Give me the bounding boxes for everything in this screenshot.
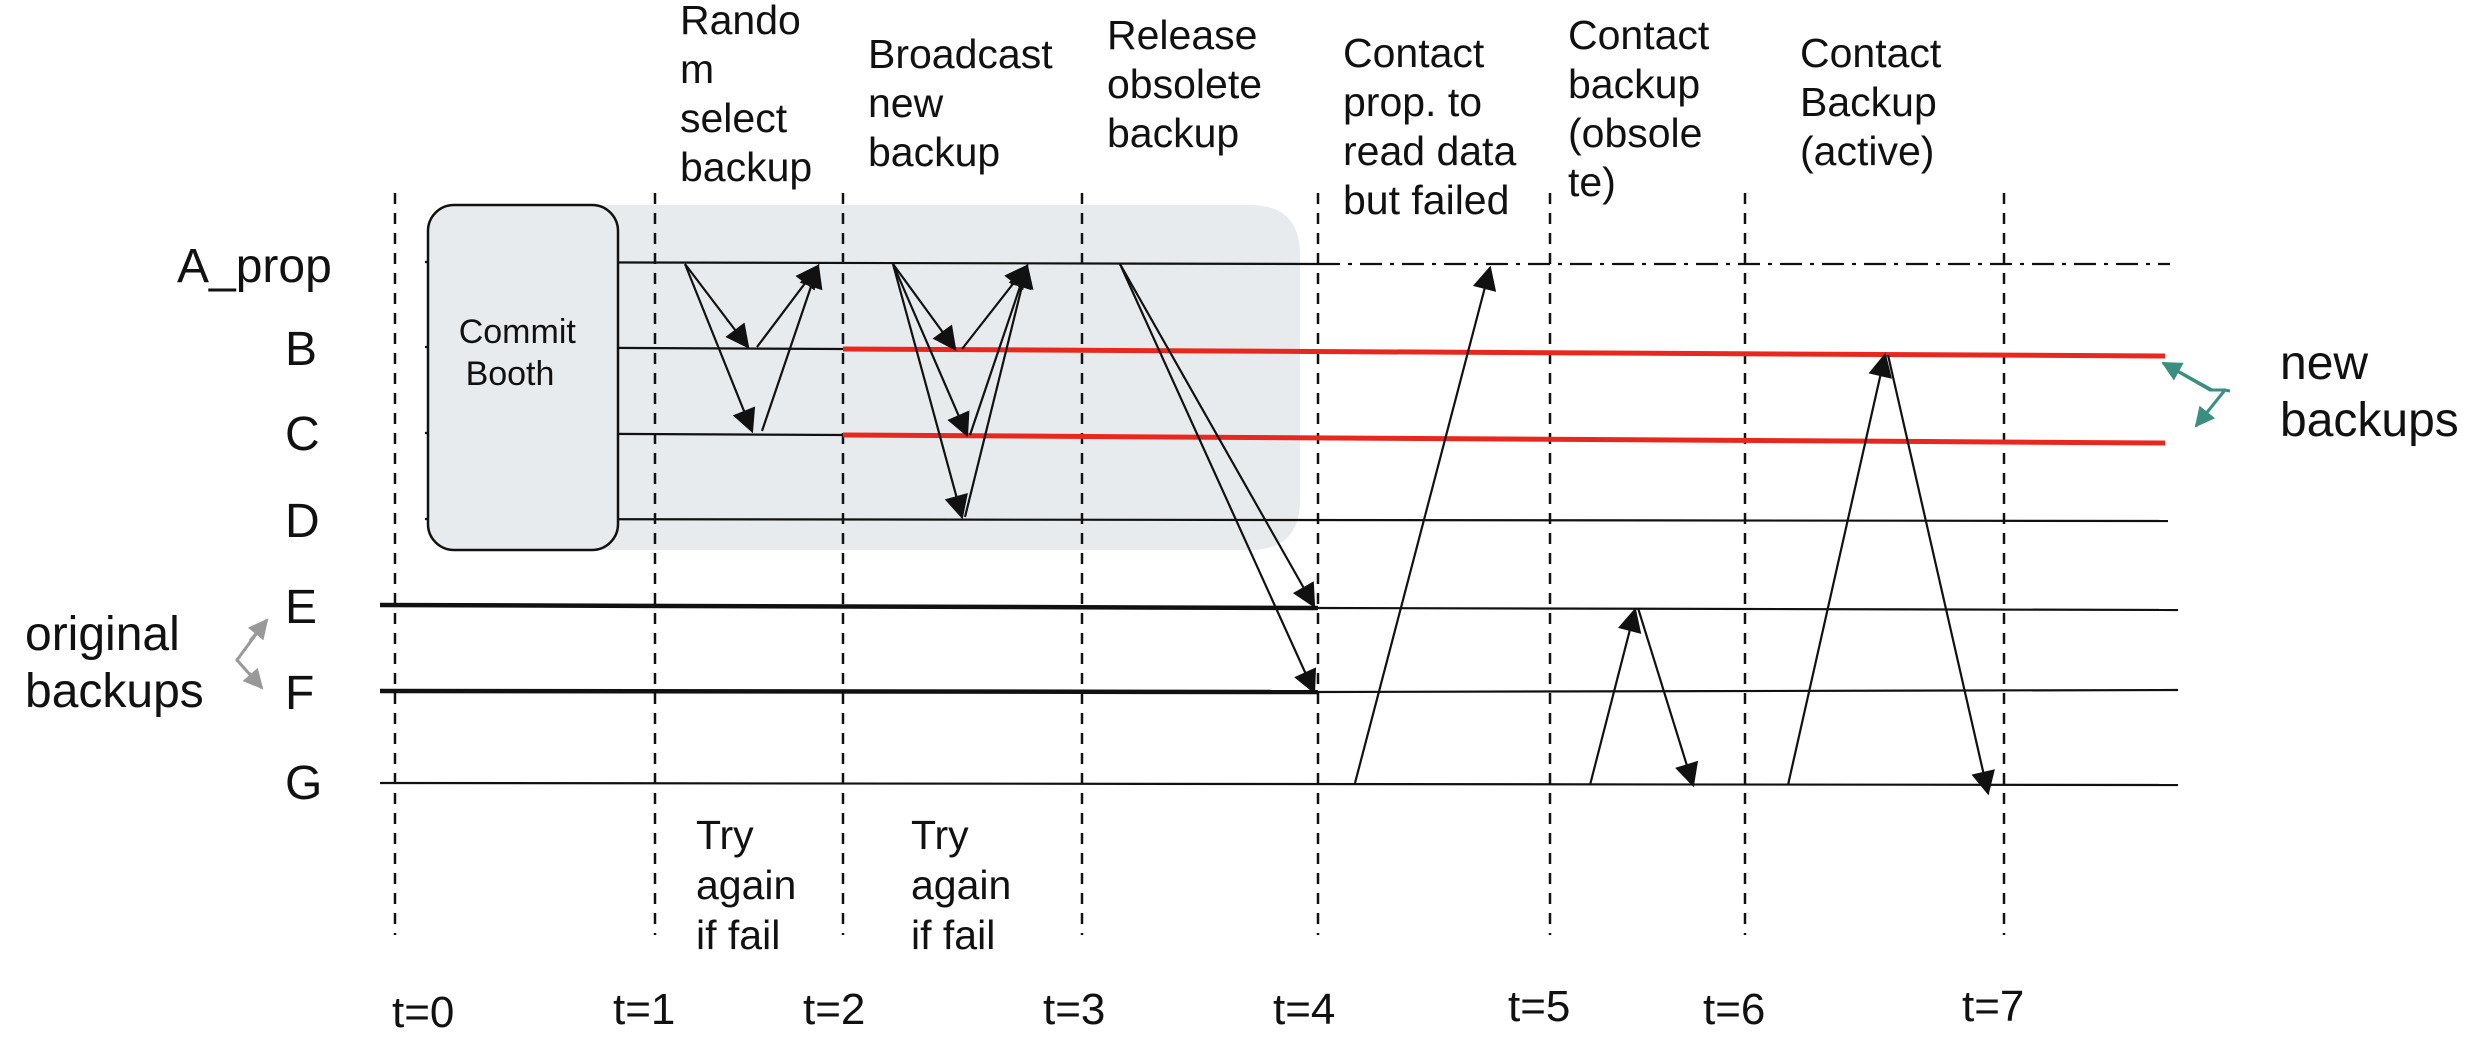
legend-original-backups: original backups [25,608,269,718]
legend-original-line-1: original [25,608,180,661]
msg-a-to-c-2 [891,263,970,438]
phase-5-line-4: te) [1568,159,1616,205]
retry-note-2: Try again if fail [911,812,1023,958]
node-label-d: D [285,495,320,548]
time-label-t0: t=0 [392,988,454,1037]
msg-a-to-d-2 [891,263,968,520]
phase-5-line-1: Contact [1568,12,1710,58]
time-label-t6: t=6 [1703,985,1765,1034]
commit-booth-line-2: Booth [466,355,555,393]
legend-original-line-2: backups [25,665,204,718]
msg-c-to-a-2 [968,263,1032,436]
phase-3-line-3: backup [1107,110,1239,156]
timeline-d [424,517,2169,523]
msg-c-to-a-1 [760,263,823,432]
msg-d-to-a-2 [963,263,1034,518]
commit-booth-label: Commit Booth [459,313,586,393]
phase-6-line-2: Backup [1800,79,1937,125]
retry-2-line-3: if fail [911,912,995,958]
time-label-t4: t=4 [1273,985,1335,1034]
phase-1-line-2: m [680,46,714,92]
msg-g-to-a-failed [1353,265,1497,784]
phase-label-random-select: Rando m select backup [680,0,812,190]
time-label-t2: t=2 [803,985,865,1034]
phase-1-line-4: backup [680,144,812,190]
legend-new-line-2: backups [2280,394,2459,447]
timeline-b-new-backup [842,346,2166,359]
msg-a-to-e-release [1119,263,1316,609]
message-arrows [683,263,1995,796]
phase-5-line-2: backup [1568,61,1700,107]
phase-label-release: Release obsolete backup [1107,12,1273,156]
retry-notes: Try again if fail Try again if fail [696,812,1023,958]
msg-a-to-b-1 [684,263,750,349]
legend-new-arrow-up-icon [2161,361,2213,392]
phase-5-line-3: (obsole [1568,110,1702,156]
msg-g-to-e [1588,607,1642,786]
phase-4-line-2: prop. to [1343,79,1482,125]
phase-2-line-3: backup [868,129,1000,175]
msg-a-to-b-2 [892,263,957,351]
phase-6-line-1: Contact [1800,30,1942,76]
timeline-f [1317,688,2179,694]
node-label-f: F [285,667,314,720]
legend-original-label: original backups [25,608,204,718]
commit-booth-box [426,203,620,552]
timeline-c-new-backup [842,432,2166,446]
phase-2-line-1: Broadcast [868,31,1053,77]
phase-1-line-3: select [680,95,788,141]
legend-new-backups: new backups [2161,337,2459,447]
timeline-g [379,781,2179,787]
phase-4-line-4: but failed [1343,177,1509,223]
time-label-t7: t=7 [1962,982,2024,1031]
msg-e-to-g [1636,607,1699,788]
node-label-c: C [285,408,320,461]
commit-booth-line-1: Commit [459,313,577,351]
legend-new-arrow-down-icon-2 [2194,389,2227,428]
legend-new-line-1: new [2280,337,2368,390]
node-label-a-prop: A_prop [177,240,332,293]
phase-3-line-2: obsolete [1107,61,1262,107]
timeline-f-original [379,688,1319,695]
phase-6-line-3: (active) [1800,128,1934,174]
phase-label-contact-active: Contact Backup (active) [1800,30,1953,174]
retry-1-line-3: if fail [696,912,780,958]
retry-2-line-2: again [911,862,1011,908]
phase-labels: Rando m select backup Broadcast new back… [680,0,1953,223]
time-labels: t=0 t=1 t=2 t=3 t=4 t=5 t=6 t=7 [392,982,2024,1037]
phase-1-line-1: Rando [680,0,801,43]
node-label-g: G [285,757,322,810]
time-label-t1: t=1 [613,985,675,1034]
retry-2-line-1: Try [911,812,969,858]
time-label-t5: t=5 [1508,982,1570,1031]
node-label-e: E [285,581,317,634]
time-label-t3: t=3 [1043,985,1105,1034]
retry-note-1: Try again if fail [696,812,808,958]
phase-3-line-1: Release [1107,12,1257,58]
shaded-commit-region [600,205,1300,550]
phase-2-line-2: new [868,80,944,126]
legend-original-arrow-down-icon [242,667,264,690]
msg-a-to-f-release [1118,263,1317,695]
phase-label-contact-prop: Contact prop. to read data but failed [1343,30,1528,223]
time-divider-lines [393,193,2006,935]
phase-4-line-1: Contact [1343,30,1485,76]
retry-1-line-1: Try [696,812,754,858]
phase-label-broadcast: Broadcast new backup [868,31,1064,175]
node-labels: A_prop B C D E F G [177,240,332,810]
retry-1-line-2: again [696,862,796,908]
legend-original-arrow-up-icon [247,618,269,642]
msg-g-to-b [1786,352,1892,786]
timeline-e-original [379,602,1319,611]
msg-b-to-g [1886,354,1995,796]
timeline-e [1317,606,2179,612]
node-label-b: B [285,323,317,376]
phase-4-line-3: read data [1343,128,1516,174]
legend-new-label: new backups [2280,337,2459,447]
msg-a-to-c-1 [683,263,756,434]
phase-label-contact-obsolete: Contact backup (obsole te) [1568,12,1721,205]
